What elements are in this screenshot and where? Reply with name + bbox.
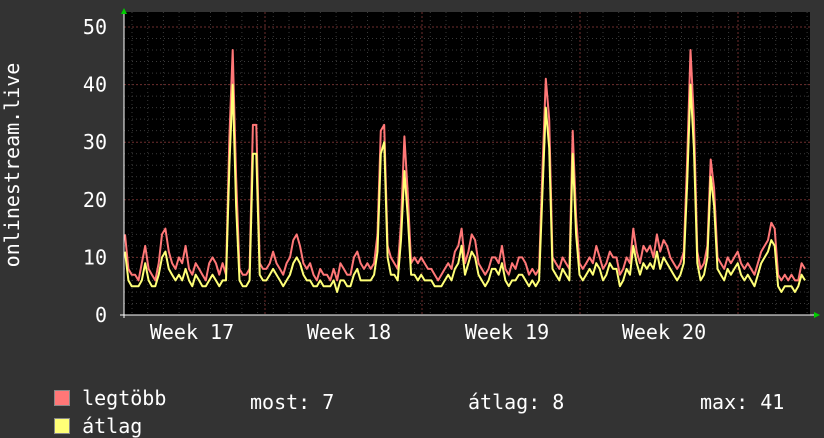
- stat-avg: átlag: 8: [468, 390, 565, 414]
- y-tick-label: 40: [83, 73, 107, 97]
- y-axis-label: onlinestream.live: [0, 63, 24, 268]
- x-axis-arrow: [814, 312, 820, 318]
- legend-swatch-max: [54, 389, 71, 406]
- series-group: [124, 49, 806, 293]
- y-axis-arrow: [121, 8, 127, 14]
- series-line-avg: [124, 83, 806, 293]
- stat-now: most: 7: [250, 390, 335, 414]
- x-tick-label: Week 20: [622, 320, 706, 344]
- legend-item-avg: átlag: [30, 390, 142, 438]
- y-tick-label: 0: [95, 303, 107, 327]
- y-tick-label: 10: [83, 245, 107, 269]
- x-tick-label: Week 19: [465, 320, 549, 344]
- legend-label-max: legtöbb: [82, 386, 167, 410]
- x-tick-label: Week 18: [307, 320, 391, 344]
- y-ticks: 0 10 20 30 40 50: [83, 15, 107, 327]
- y-tick-label: 30: [83, 130, 107, 154]
- y-tick-label: 20: [83, 188, 107, 212]
- stat-max: max: 41: [700, 390, 785, 414]
- legend-item-max: legtöbb: [30, 362, 166, 410]
- x-tick-label: Week 17: [150, 320, 234, 344]
- y-tick-label: 50: [83, 15, 107, 39]
- axes: [120, 8, 820, 318]
- x-ticks: Week 17 Week 18 Week 19 Week 20: [150, 320, 706, 344]
- legend-label-avg: átlag: [82, 414, 143, 438]
- chart: 0 10 20 30 40 50 Week 17 Week 18 Week 19 Week 20…: [0, 8, 820, 344]
- legend-swatch-avg: [54, 417, 71, 434]
